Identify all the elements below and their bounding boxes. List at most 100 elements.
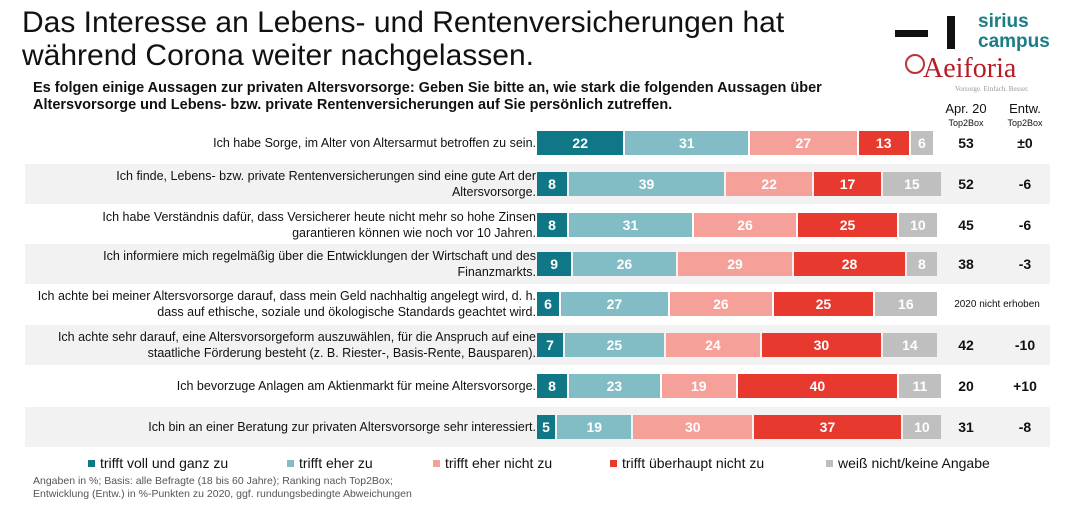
stacked-bar: 6 27 26 25 16 [537, 292, 939, 316]
entw-value: +10 [1013, 378, 1037, 394]
entw-value: -10 [1014, 337, 1036, 353]
stacked-bar: 22 31 27 13 6 [537, 131, 939, 155]
top2box-value: 53 [958, 135, 974, 151]
sirius-campus-logo: sirius campus [895, 12, 1055, 57]
stacked-bar: 5 19 30 37 10 [537, 415, 941, 439]
aeiforia-logo-text: Aeiforia [923, 53, 1017, 84]
sirius-logo-text: sirius campus [978, 11, 1050, 52]
legend-swatch [287, 459, 294, 467]
bar-segment: 13 [858, 131, 909, 155]
category-label: Ich finde, Lebens- bzw. private Rentenve… [116, 169, 536, 199]
legend-item: trifft überhaupt nicht zu [610, 455, 764, 471]
legend-label: trifft eher zu [299, 455, 373, 471]
chart-row: Ich habe Verständnis dafür, dass Versich… [25, 205, 1050, 245]
column-header-entw: Entw. Top2Box [1000, 102, 1050, 130]
category-label: Ich bin an einer Beratung zur privaten A… [148, 420, 536, 434]
bar-segment: 9 [537, 252, 572, 276]
legend-label: trifft voll und ganz zu [100, 455, 229, 471]
legend-item: weiß nicht/keine Angabe [826, 455, 990, 471]
bar-segment: 31 [569, 213, 692, 237]
chart-row: Ich finde, Lebens- bzw. private Rentenve… [25, 164, 1050, 204]
bar-segment: 24 [665, 333, 761, 357]
entw-value: -8 [1018, 419, 1032, 435]
bar-segment: 26 [669, 292, 773, 316]
top2box-value: 52 [958, 176, 974, 192]
top2box-value: 31 [958, 419, 974, 435]
top2box-value: 38 [958, 256, 974, 272]
bar-segment: 29 [677, 252, 793, 276]
bar-segment: 8 [537, 374, 568, 398]
bar-segment: 30 [633, 415, 753, 439]
stacked-bar: 8 39 22 17 15 [537, 172, 942, 196]
bar-segment: 27 [561, 292, 668, 316]
bar-segment: 19 [661, 374, 736, 398]
bar-segment: 15 [882, 172, 942, 196]
bar-segment: 39 [569, 172, 724, 196]
category-label: Ich habe Verständnis dafür, dass Versich… [102, 210, 536, 240]
bar-segment: 31 [625, 131, 749, 155]
stacked-bar: 8 31 26 25 10 [537, 213, 939, 237]
legend-item: trifft eher nicht zu [433, 455, 552, 471]
footnote-line: Angaben in %; Basis: alle Befragte (18 b… [33, 475, 393, 487]
bar-segment: 8 [537, 172, 568, 196]
category-label: Ich achte bei meiner Altersvorsorge dara… [37, 289, 536, 319]
bar-segment: 8 [537, 213, 568, 237]
bar-segment: 26 [693, 213, 797, 237]
category-label: Ich informiere mich regelmäßig über die … [103, 249, 536, 279]
chart-row: Ich achte bei meiner Altersvorsorge dara… [25, 284, 1050, 324]
bar-segment: 28 [794, 252, 905, 276]
category-label: Ich habe Sorge, im Alter von Altersarmut… [213, 136, 536, 150]
legend-label: trifft eher nicht zu [445, 455, 553, 471]
top2box-value: 42 [958, 337, 974, 353]
category-label: Ich bevorzuge Anlagen am Aktienmarkt für… [176, 379, 536, 393]
legend-label: trifft überhaupt nicht zu [622, 455, 765, 471]
legend-label: weiß nicht/keine Angabe [838, 455, 990, 471]
entw-value: ±0 [1017, 135, 1033, 151]
bar-segment: 25 [565, 333, 664, 357]
footnote: Angaben in %; Basis: alle Befragte (18 b… [33, 475, 412, 501]
column-header-top2box-label: Apr. 20 [945, 101, 987, 116]
bar-segment: 14 [882, 333, 937, 357]
bar-segment: 17 [814, 172, 881, 196]
bar-segment: 6 [910, 131, 933, 155]
stacked-bar: 8 23 19 40 11 [537, 374, 942, 398]
page-title: Das Interesse an Lebens- und Rentenversi… [22, 6, 785, 72]
chart-row: Ich bin an einer Beratung zur privaten A… [25, 407, 1050, 447]
bar-segment: 16 [874, 292, 937, 316]
legend-item: trifft voll und ganz zu [88, 455, 228, 471]
aeiforia-swirl-icon [905, 54, 925, 74]
stacked-bar: 7 25 24 30 14 [537, 333, 939, 357]
bar-segment: 37 [754, 415, 901, 439]
bar-segment: 23 [569, 374, 660, 398]
legend-swatch [826, 459, 833, 467]
bar-segment: 11 [898, 374, 942, 398]
entw-value: -6 [1018, 176, 1032, 192]
legend-swatch [88, 459, 95, 467]
column-header-entw-label: Entw. [1009, 101, 1041, 116]
top2box-value: 20 [958, 378, 974, 394]
bar-segment: 40 [738, 374, 897, 398]
bar-segment: 10 [902, 415, 941, 439]
bar-segment: 26 [573, 252, 676, 276]
chart-row: Ich bevorzuge Anlagen am Aktienmarkt für… [25, 366, 1050, 406]
bar-segment: 25 [774, 292, 873, 316]
category-label: Ich achte sehr darauf, eine Altersvorsor… [57, 330, 536, 360]
chart-row: Ich habe Sorge, im Alter von Altersarmut… [25, 123, 1050, 163]
footnote-line: Entwicklung (Entw.) in %-Punkten zu 2020… [33, 488, 412, 500]
chart-row: Ich achte sehr darauf, eine Altersvorsor… [25, 325, 1050, 365]
stacked-bar: 9 26 29 28 8 [537, 252, 939, 276]
bar-segment: 30 [762, 333, 881, 357]
legend-swatch [610, 459, 617, 467]
top2box-value: 2020 nicht erhoben [954, 298, 1040, 310]
aeiforia-logo: Aeiforia Vorsorge. Einfach. Besser. [903, 52, 1053, 97]
bar-segment: 7 [537, 333, 564, 357]
entw-value: -3 [1018, 256, 1032, 272]
bar-segment: 25 [798, 213, 897, 237]
bar-segment: 8 [906, 252, 937, 276]
column-header-top2box-sub: Top2Box [948, 118, 984, 128]
bar-segment: 27 [750, 131, 857, 155]
chart-subtitle: Es folgen einige Aussagen zur privaten A… [33, 80, 822, 113]
entw-value: -6 [1018, 217, 1032, 233]
legend-item: trifft eher zu [287, 455, 373, 471]
legend-swatch [433, 459, 440, 467]
